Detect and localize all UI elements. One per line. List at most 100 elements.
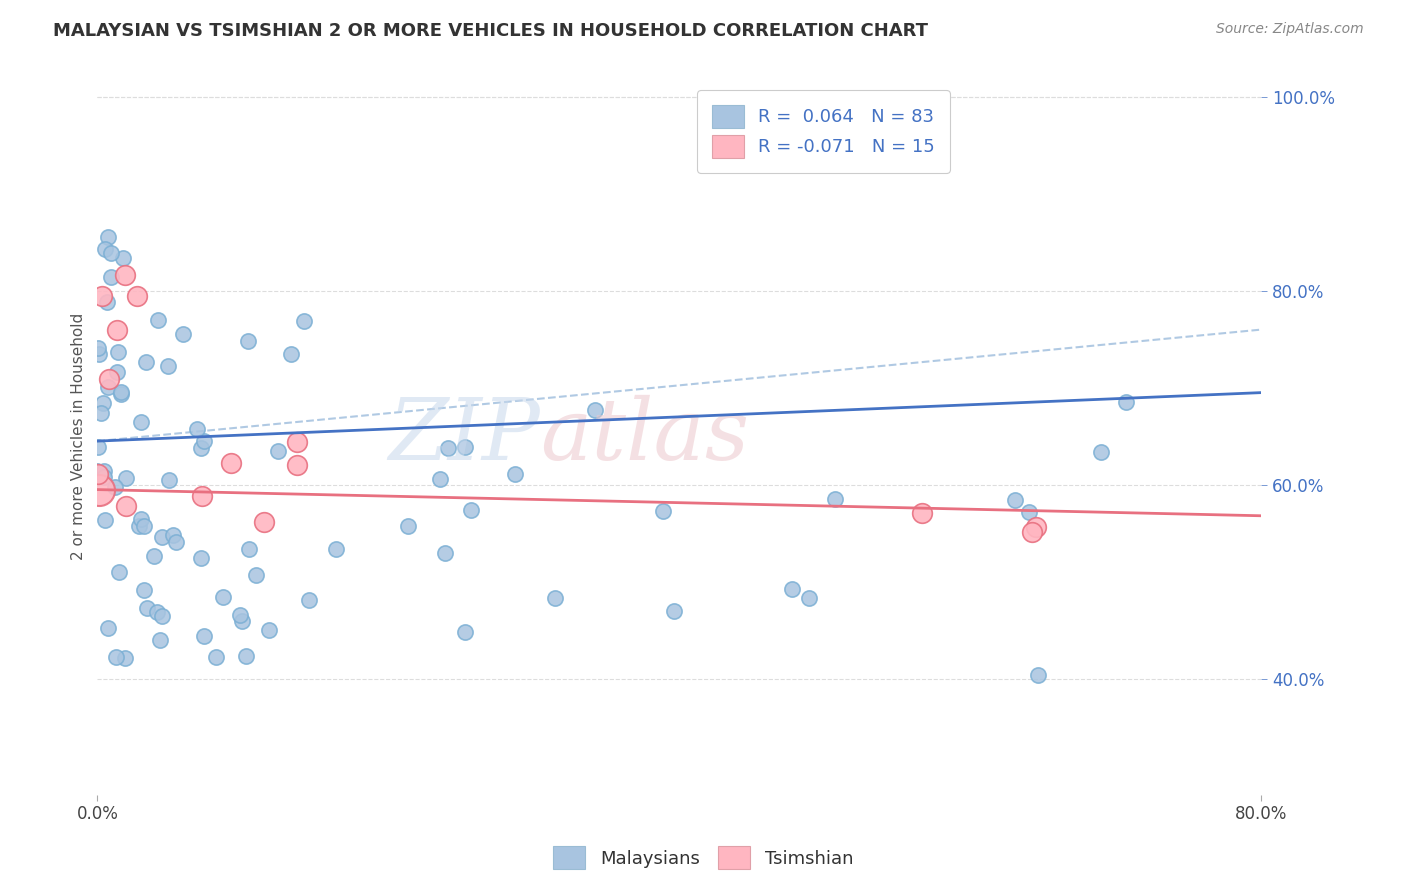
Point — [91, 396, 114, 410]
Point — [114, 650, 136, 665]
Point — [298, 593, 321, 607]
Point — [191, 489, 214, 503]
Point — [257, 623, 280, 637]
Y-axis label: 2 or more Vehicles in Household: 2 or more Vehicles in Household — [72, 312, 86, 560]
Point — [96, 295, 118, 310]
Point — [132, 582, 155, 597]
Point — [1115, 395, 1137, 409]
Point — [454, 625, 477, 640]
Legend: R =  0.064   N = 83, R = -0.071   N = 15: R = 0.064 N = 83, R = -0.071 N = 15 — [697, 90, 949, 172]
Point — [253, 515, 276, 529]
Point — [1025, 520, 1047, 534]
Point — [94, 513, 117, 527]
Point — [782, 582, 804, 596]
Point — [128, 519, 150, 533]
Point — [152, 609, 174, 624]
Point — [87, 483, 110, 497]
Point — [544, 591, 567, 606]
Legend: Malaysians, Tsimshian: Malaysians, Tsimshian — [544, 838, 862, 879]
Point — [105, 649, 128, 664]
Point — [93, 464, 115, 478]
Point — [453, 440, 475, 454]
Point — [104, 480, 127, 494]
Point — [100, 245, 122, 260]
Point — [797, 591, 820, 605]
Point — [86, 464, 108, 478]
Point — [229, 608, 252, 623]
Point — [90, 406, 112, 420]
Point — [910, 506, 932, 520]
Point — [238, 334, 260, 348]
Point — [146, 605, 169, 619]
Point — [157, 473, 180, 487]
Point — [285, 434, 308, 449]
Point — [1018, 505, 1040, 519]
Point — [162, 528, 184, 542]
Point — [205, 649, 228, 664]
Point — [148, 313, 170, 327]
Point — [583, 403, 606, 417]
Point — [238, 542, 260, 557]
Point — [156, 359, 179, 373]
Point — [212, 591, 235, 605]
Point — [129, 512, 152, 526]
Point — [1026, 668, 1049, 682]
Point — [142, 549, 165, 563]
Point — [190, 441, 212, 455]
Point — [97, 230, 120, 244]
Point — [93, 242, 115, 256]
Point — [1021, 524, 1043, 539]
Point — [1090, 445, 1112, 459]
Point — [87, 440, 110, 454]
Point — [93, 469, 115, 483]
Point — [1004, 493, 1026, 508]
Point — [190, 551, 212, 566]
Point — [429, 472, 451, 486]
Point — [134, 519, 156, 533]
Point — [150, 530, 173, 544]
Point — [436, 442, 458, 456]
Point — [91, 289, 114, 303]
Point — [285, 458, 308, 472]
Point — [193, 434, 215, 448]
Point — [662, 604, 685, 618]
Point — [105, 366, 128, 380]
Point — [105, 323, 128, 337]
Point — [97, 380, 120, 394]
Point — [434, 546, 457, 560]
Point — [108, 566, 131, 580]
Point — [114, 471, 136, 485]
Point — [100, 269, 122, 284]
Point — [460, 503, 482, 517]
Point — [110, 384, 132, 399]
Point — [112, 251, 135, 265]
Point — [107, 345, 129, 359]
Point — [231, 614, 253, 628]
Text: Source: ZipAtlas.com: Source: ZipAtlas.com — [1216, 22, 1364, 37]
Text: MALAYSIAN VS TSIMSHIAN 2 OR MORE VEHICLES IN HOUSEHOLD CORRELATION CHART: MALAYSIAN VS TSIMSHIAN 2 OR MORE VEHICLE… — [53, 22, 928, 40]
Point — [292, 314, 315, 328]
Point — [110, 386, 132, 401]
Point — [97, 621, 120, 635]
Point — [114, 268, 136, 282]
Point — [824, 491, 846, 506]
Point — [505, 467, 527, 481]
Text: atlas: atlas — [540, 395, 749, 477]
Point — [245, 567, 267, 582]
Point — [86, 341, 108, 355]
Text: ZIP: ZIP — [388, 395, 540, 477]
Point — [115, 499, 138, 513]
Point — [325, 541, 347, 556]
Point — [267, 443, 290, 458]
Point — [652, 504, 675, 518]
Point — [235, 648, 257, 663]
Point — [280, 347, 302, 361]
Point — [149, 633, 172, 648]
Point — [87, 467, 110, 481]
Point — [193, 629, 215, 643]
Point — [129, 415, 152, 429]
Point — [98, 372, 121, 386]
Point — [165, 535, 187, 549]
Point — [135, 355, 157, 369]
Point — [136, 601, 159, 615]
